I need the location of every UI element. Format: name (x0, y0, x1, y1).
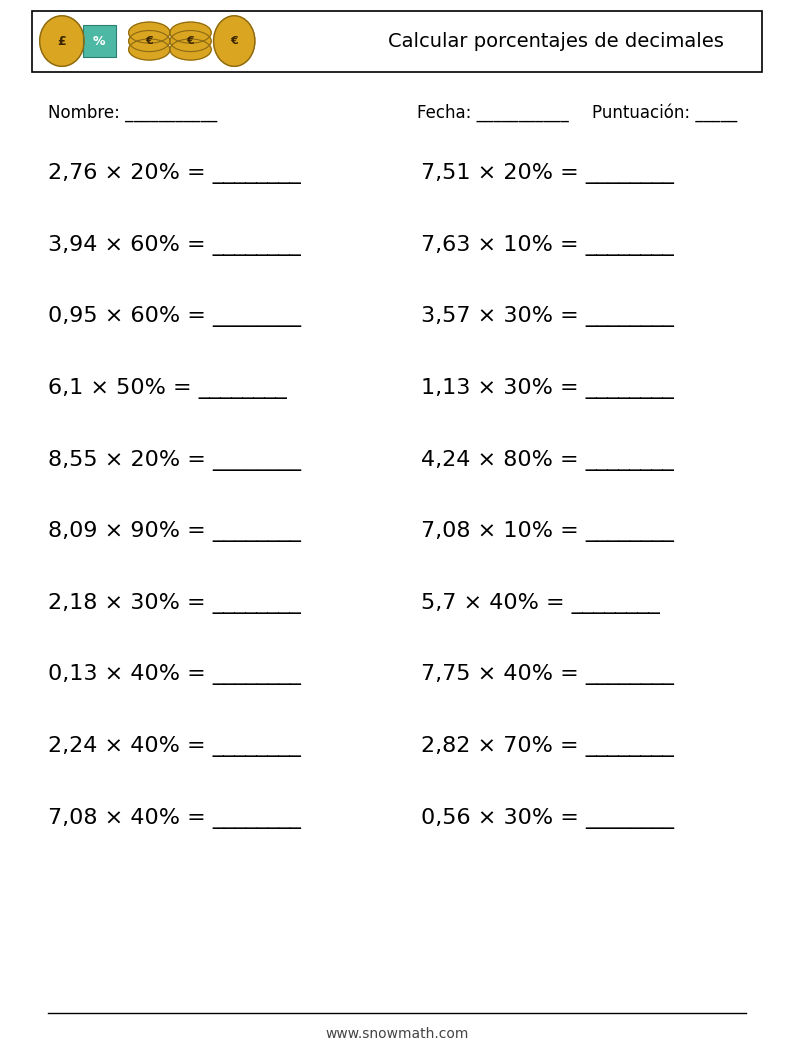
Text: €: € (145, 36, 153, 46)
Text: €: € (230, 36, 238, 46)
Text: www.snowmath.com: www.snowmath.com (326, 1027, 468, 1041)
Text: 3,57 × 30% = ________: 3,57 × 30% = ________ (421, 306, 673, 327)
Text: Nombre: ___________: Nombre: ___________ (48, 103, 217, 122)
Text: 7,75 × 40% = ________: 7,75 × 40% = ________ (421, 664, 673, 686)
Ellipse shape (214, 16, 255, 66)
Text: £: £ (58, 35, 66, 47)
Text: Fecha: ___________: Fecha: ___________ (417, 103, 569, 122)
Ellipse shape (170, 22, 211, 43)
Text: €: € (187, 36, 195, 46)
Ellipse shape (170, 31, 211, 52)
Text: Calcular porcentajes de decimales: Calcular porcentajes de decimales (387, 32, 724, 51)
Text: 6,1 × 50% = ________: 6,1 × 50% = ________ (48, 378, 287, 399)
Text: 2,76 × 20% = ________: 2,76 × 20% = ________ (48, 163, 300, 184)
Text: 8,55 × 20% = ________: 8,55 × 20% = ________ (48, 450, 301, 471)
Text: 1,13 × 30% = ________: 1,13 × 30% = ________ (421, 378, 673, 399)
Ellipse shape (129, 22, 170, 43)
Text: 7,08 × 40% = ________: 7,08 × 40% = ________ (48, 808, 300, 829)
Text: 3,94 × 60% = ________: 3,94 × 60% = ________ (48, 235, 300, 256)
Text: 2,24 × 40% = ________: 2,24 × 40% = ________ (48, 736, 300, 757)
Text: 8,09 × 90% = ________: 8,09 × 90% = ________ (48, 521, 300, 542)
Text: 0,95 × 60% = ________: 0,95 × 60% = ________ (48, 306, 301, 327)
Text: 5,7 × 40% = ________: 5,7 × 40% = ________ (421, 593, 660, 614)
Text: 7,51 × 20% = ________: 7,51 × 20% = ________ (421, 163, 673, 184)
FancyBboxPatch shape (83, 25, 116, 57)
Ellipse shape (40, 16, 84, 66)
Ellipse shape (129, 39, 170, 60)
FancyBboxPatch shape (32, 11, 762, 72)
Ellipse shape (170, 39, 211, 60)
Text: 0,56 × 30% = ________: 0,56 × 30% = ________ (421, 808, 674, 829)
Text: %: % (93, 35, 106, 47)
Text: 7,63 × 10% = ________: 7,63 × 10% = ________ (421, 235, 673, 256)
Text: 2,18 × 30% = ________: 2,18 × 30% = ________ (48, 593, 300, 614)
Text: Puntuación: _____: Puntuación: _____ (592, 103, 737, 122)
Text: 4,24 × 80% = ________: 4,24 × 80% = ________ (421, 450, 673, 471)
Text: 0,13 × 40% = ________: 0,13 × 40% = ________ (48, 664, 300, 686)
Ellipse shape (129, 31, 170, 52)
Text: 2,82 × 70% = ________: 2,82 × 70% = ________ (421, 736, 673, 757)
Text: 7,08 × 10% = ________: 7,08 × 10% = ________ (421, 521, 673, 542)
